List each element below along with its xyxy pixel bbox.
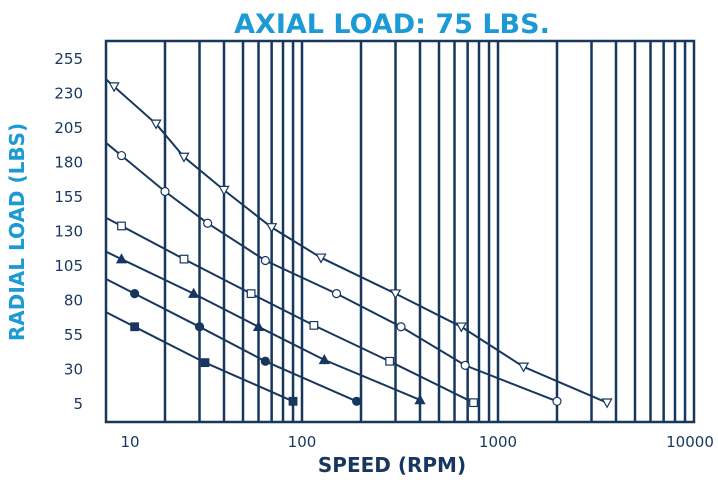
y-tick-label: 105 xyxy=(54,257,83,275)
data-point xyxy=(117,221,126,231)
data-point xyxy=(460,360,470,371)
data-series xyxy=(105,78,613,409)
vertical-gridlines xyxy=(163,41,687,422)
data-point xyxy=(116,150,127,161)
data-point xyxy=(188,287,200,298)
y-tick-label: 180 xyxy=(54,153,83,171)
y-tick-label: 5 xyxy=(73,395,83,413)
series-line xyxy=(105,278,358,403)
data-point xyxy=(331,289,342,299)
series-line xyxy=(105,78,608,404)
data-point xyxy=(414,394,426,405)
x-tick-label: 100 xyxy=(288,433,317,451)
data-point xyxy=(150,119,162,130)
data-point xyxy=(200,358,210,368)
data-point xyxy=(260,255,270,266)
x-tick-label: 10000 xyxy=(666,433,714,451)
y-tick-label: 30 xyxy=(64,361,83,379)
data-point xyxy=(130,289,140,299)
data-point xyxy=(455,322,467,333)
data-point xyxy=(260,356,270,366)
data-point xyxy=(389,289,402,300)
data-point xyxy=(315,253,327,264)
series-6 xyxy=(105,311,298,406)
y-tick-label: 255 xyxy=(54,50,83,68)
plot-frame xyxy=(104,39,696,424)
y-tick-label: 205 xyxy=(54,119,83,137)
y-tick-label: 230 xyxy=(54,84,83,102)
data-point xyxy=(115,253,128,264)
data-point xyxy=(318,354,330,365)
data-point xyxy=(517,362,530,373)
data-point xyxy=(266,223,278,234)
y-tick-label: 130 xyxy=(54,223,83,241)
x-axis-label: SPEED (RPM) xyxy=(318,453,466,477)
data-point xyxy=(178,152,190,163)
series-5 xyxy=(105,278,362,406)
series-4 xyxy=(105,250,426,405)
data-point xyxy=(130,322,140,332)
x-tick-labels: 10 100 1000 10000 xyxy=(120,433,713,451)
data-point xyxy=(352,396,362,406)
series-1 xyxy=(105,78,613,409)
data-point xyxy=(203,218,213,228)
series-2 xyxy=(105,142,562,406)
series-line xyxy=(105,216,474,404)
series-line xyxy=(105,311,294,403)
data-point xyxy=(160,186,170,197)
y-tick-label: 80 xyxy=(64,292,83,310)
data-point xyxy=(252,320,265,332)
y-tick-labels: 5 30 55 80 105 130 155 180 205 230 255 xyxy=(54,50,83,413)
data-point xyxy=(309,320,319,330)
x-tick-label: 10 xyxy=(120,433,139,451)
chart-title: AXIAL LOAD: 75 LBS. xyxy=(234,9,550,40)
x-tick-label: 1000 xyxy=(479,433,517,451)
data-point xyxy=(601,398,613,409)
y-axis-label: RADIAL LOAD (LBS) xyxy=(5,123,29,341)
data-point xyxy=(194,322,205,332)
data-point xyxy=(246,289,256,299)
data-point xyxy=(179,254,189,264)
data-point xyxy=(469,398,478,408)
data-point xyxy=(108,82,120,93)
y-tick-label: 55 xyxy=(64,326,83,344)
data-point xyxy=(396,322,406,332)
data-point xyxy=(288,396,298,406)
series-3 xyxy=(105,216,478,408)
y-tick-label: 155 xyxy=(54,188,83,206)
data-point xyxy=(552,396,562,406)
data-point xyxy=(218,185,230,196)
data-point xyxy=(385,356,395,366)
series-line xyxy=(105,250,421,401)
